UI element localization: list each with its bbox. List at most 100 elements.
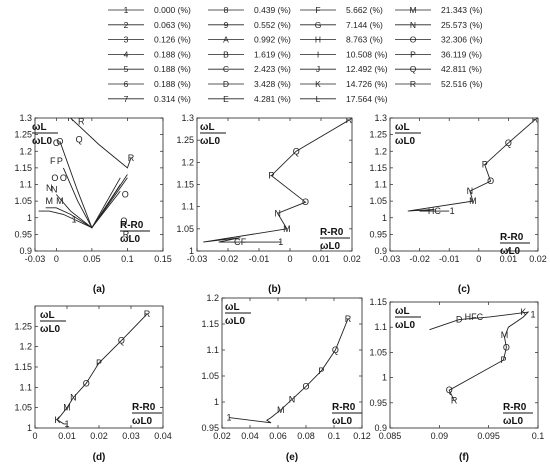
point-marker: R [78, 116, 85, 126]
panel-label: (f) [459, 452, 469, 463]
plot-panel: 0.9 0.95 1 1.05 1.1 1.15 1.2 1.25 1.3 -0.03 0 0.05 0… [14, 113, 171, 295]
y-tick-label: 1 [382, 213, 387, 223]
x-axis-label: R-R0 ωL0 [120, 220, 150, 245]
legend-marker: F [315, 5, 320, 15]
x-tick-label: 0.15 [154, 254, 172, 264]
point-marker: R [67, 113, 74, 123]
x-tick-label: -0.02 [409, 254, 430, 264]
legend-label: 4.281 (%) [254, 94, 291, 104]
legend-label: 21.343 (%) [441, 5, 483, 15]
y-tick-label: 1.2 [19, 146, 32, 156]
legend-entry: 4 0.188 (%) [108, 49, 191, 59]
plot-panel: 1 1.05 1.1 1.15 1.2 1.25 0 0.01 0.02 0.03 0.04 R Q PO… [14, 305, 172, 463]
y-tick-label: 1.3 [19, 113, 32, 123]
y-label-num: ωL [200, 122, 215, 133]
y-tick-label: 1.1 [181, 202, 194, 212]
x-tick-label: -0.03 [187, 254, 208, 264]
plot-frame [221, 297, 363, 429]
point-marker: 1 [531, 310, 536, 320]
x-tick-label: 0.02 [90, 431, 108, 441]
legend-marker: C [223, 64, 229, 74]
legend-entry: F 5.662 (%) [300, 5, 383, 15]
legend-marker: J [316, 64, 320, 74]
y-axis-label: ωL ωL0 [32, 122, 58, 147]
x-tick-label: -0.03 [25, 254, 46, 264]
legend-entry: N 25.573 (%) [395, 20, 483, 30]
point-marker: P [482, 160, 488, 170]
legend-label: 36.119 (%) [441, 49, 482, 59]
legend-marker: K [315, 79, 321, 89]
point-marker: M [56, 196, 64, 206]
x-tick-label: 0.01 [312, 254, 330, 264]
x-label-num: R-R0 [320, 227, 344, 238]
y-label-den: ωL0 [40, 324, 61, 335]
x-tick-label: 0.1 [328, 431, 341, 441]
point-marker: M [277, 405, 285, 415]
y-tick-label: 1.2 [181, 157, 194, 167]
y-tick-label: 1.25 [176, 135, 194, 145]
series-line [228, 318, 349, 424]
y-label-num: ωL [395, 122, 410, 133]
x-tick-label: 0 [32, 431, 37, 441]
y-tick-label: 1 [382, 373, 387, 383]
point-marker: O [51, 173, 58, 183]
y-tick-label: 1.15 [14, 362, 32, 372]
y-tick-label: 1.25 [369, 130, 387, 140]
legend-entry: R 52.516 (%) [395, 79, 483, 89]
legend-entry: A 0.992 (%) [208, 35, 291, 45]
y-tick-label: 1.15 [176, 180, 194, 190]
y-tick-label: 1 [27, 423, 32, 433]
point-marker: M [45, 196, 53, 206]
point-marker: F [241, 237, 247, 247]
legend-entry: H 8.763 (%) [300, 35, 383, 45]
x-tick-label: 0.02 [213, 431, 231, 441]
legend-entry: 3 0.126 (%) [108, 35, 191, 45]
panel-label: (e) [286, 452, 298, 463]
legend-entry: 1 0.000 (%) [108, 5, 191, 15]
legend-entry: 9 0.552 (%) [208, 20, 291, 30]
x-tick-label: 0.01 [500, 254, 518, 264]
legend-label: 0.000 (%) [154, 5, 191, 15]
legend-entry: I 10.508 (%) [300, 49, 388, 59]
x-axis-label: R-R0 ωL0 [332, 402, 362, 427]
legend-label: 0.063 (%) [154, 20, 191, 30]
point-marker: O [487, 176, 494, 186]
x-label-den: ωL0 [332, 416, 353, 427]
x-axis-label: R-R0 ωL0 [503, 402, 533, 427]
legend-label: 2.423 (%) [254, 64, 291, 74]
point-marker: K [520, 307, 526, 317]
y-tick-label: 1.15 [14, 163, 32, 173]
point-marker: P [57, 156, 63, 166]
plot-frame [389, 301, 539, 429]
y-tick-label: 1.1 [374, 180, 387, 190]
point-marker: P [96, 358, 102, 368]
y-tick-label: 1.05 [14, 403, 32, 413]
y-tick-label: 1.2 [19, 342, 32, 352]
y-tick-label: 0.95 [201, 423, 219, 433]
legend-marker: H [315, 35, 321, 45]
y-tick-label: 0.9 [19, 246, 32, 256]
legend-marker: 9 [224, 20, 229, 30]
point-marker: N [274, 208, 281, 218]
point-marker: P [268, 171, 274, 181]
legend-entry: O 32.306 (%) [395, 35, 483, 45]
x-tick-label: 0.04 [154, 431, 172, 441]
point-marker: 1 [72, 214, 77, 224]
legend-label: 0.552 (%) [254, 20, 291, 30]
x-tick-label: 0.02 [529, 254, 547, 264]
panel-label: (b) [268, 284, 281, 295]
x-tick-label: 0.06 [269, 431, 287, 441]
legend-label: 42.811 (%) [441, 64, 482, 74]
series-group: R Q PO NM HC 1 [407, 118, 538, 216]
y-axis-label: ωL ωL0 [200, 122, 226, 147]
point-marker: 1 [64, 419, 69, 429]
panel-label: (c) [458, 284, 470, 295]
y-axis-label: ωL ωL0 [395, 306, 421, 331]
legend-label: 10.508 (%) [346, 49, 388, 59]
y-tick-label: 1 [27, 213, 32, 223]
y-tick-label: 0.9 [374, 246, 387, 256]
legend-marker: 8 [224, 5, 229, 15]
